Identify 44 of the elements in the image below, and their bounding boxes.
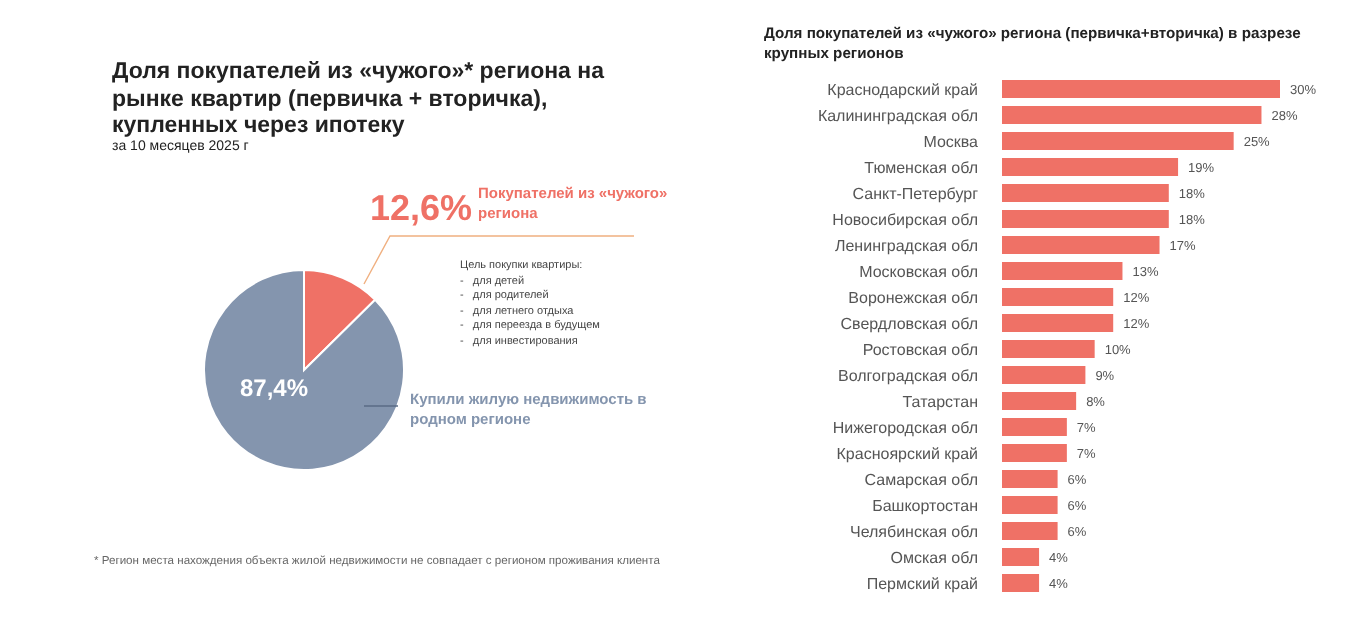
y-tick-label: Московская обл xyxy=(859,263,979,281)
y-tick-label: Ростовская обл xyxy=(862,341,979,359)
bar xyxy=(1002,365,1086,384)
y-tick-label: Санкт-Петербург xyxy=(852,185,979,203)
y-tick-label: Воронежская обл xyxy=(848,289,979,307)
y-tick-label: Пермский край xyxy=(866,575,978,593)
bar xyxy=(1002,417,1067,436)
y-tick-label: Свердловская обл xyxy=(840,315,979,333)
y-tick-label: Ленинградская обл xyxy=(834,237,979,255)
y-tick-label: Волгоградская обл xyxy=(838,367,979,385)
y-tick-label: Красноярский край xyxy=(836,445,978,463)
bar xyxy=(1002,495,1058,514)
y-tick-label: Калининградская обл xyxy=(817,107,979,125)
y-tick-label: Татарстан xyxy=(902,393,978,411)
y-tick-label: Челябинская обл xyxy=(849,523,979,541)
bar xyxy=(1002,235,1160,254)
bar xyxy=(1002,157,1179,176)
bar xyxy=(1002,79,1280,98)
bar xyxy=(1002,339,1095,358)
bar xyxy=(1002,521,1058,540)
bar xyxy=(1002,573,1040,592)
bar xyxy=(1002,131,1234,150)
y-tick-label: Башкортостан xyxy=(872,497,978,515)
y-tick-label: Нижегородская обл xyxy=(832,419,979,437)
y-tick-label: Тюменская обл xyxy=(864,159,979,177)
bar xyxy=(1002,183,1169,202)
bar xyxy=(1002,287,1114,306)
bar xyxy=(1002,391,1077,410)
bar xyxy=(1002,313,1114,332)
y-tick-label: Краснодарский край xyxy=(827,81,978,99)
bar xyxy=(1002,105,1262,124)
chart-title: Доля покупателей из «чужого»* региона на рынке квартир (первичка + вторичка), купленных через ипотеку xyxy=(112,60,606,140)
bar xyxy=(1002,443,1067,462)
bar xyxy=(1002,469,1058,488)
y-tick-label: Москва xyxy=(923,133,980,151)
y-tick-label: Омская обл xyxy=(890,549,979,567)
pie-slice xyxy=(203,269,405,471)
data-label: 12,6% xyxy=(370,188,473,228)
bar xyxy=(1002,209,1169,228)
data-label: 87,4% xyxy=(239,374,309,402)
y-tick-label: Новосибирская обл xyxy=(832,211,979,229)
bar xyxy=(1002,547,1040,566)
y-tick-label: Самарская обл xyxy=(864,471,979,489)
bar xyxy=(1002,261,1123,280)
